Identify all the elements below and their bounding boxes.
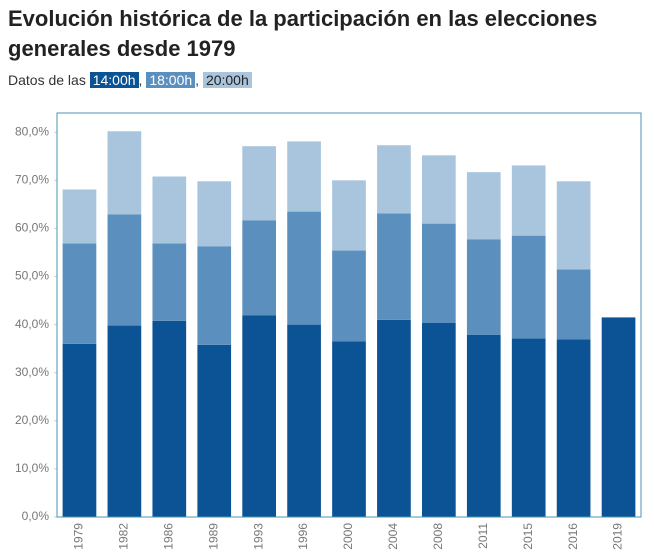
bar-segment: [62, 189, 97, 244]
bar-segment: [422, 155, 456, 224]
x-tick-label: 2000: [341, 523, 355, 550]
bar-segment: [466, 334, 501, 517]
bar-segment: [152, 243, 187, 321]
y-tick-label: 30,0%: [15, 365, 49, 379]
legend-entry: 20:00h: [202, 72, 252, 88]
x-tick-label: 2008: [431, 523, 445, 550]
y-tick-label: 40,0%: [15, 317, 49, 331]
bar-segment: [332, 341, 366, 517]
x-tick-label: 1993: [251, 523, 265, 550]
bar-segment: [242, 146, 276, 221]
subtitle-legend: Datos de las 14:00h, 18:00h, 20:00h: [8, 72, 252, 88]
bar-segment: [466, 172, 501, 240]
bar-segment: [511, 338, 546, 517]
x-tick-label: 2015: [521, 523, 535, 550]
bar-segment: [422, 223, 456, 323]
chart-title: Evolución histórica de la participación …: [8, 6, 598, 61]
legend-separator: ,: [138, 72, 143, 88]
bar-segment: [377, 319, 411, 517]
bar-segment: [242, 315, 276, 517]
legend-entry: 18:00h: [146, 72, 196, 88]
legend-entry: 14:00h: [89, 72, 139, 88]
bar-segment: [511, 235, 546, 339]
x-tick-label: 2011: [476, 523, 490, 549]
bar-segment: [556, 339, 591, 517]
x-tick-label: 1986: [161, 523, 175, 550]
bar-segment: [62, 343, 97, 517]
x-tick-label: 2016: [566, 523, 580, 550]
bar-segment: [197, 344, 232, 517]
legend-separator: ,: [195, 72, 200, 88]
plot-frame: [56, 112, 642, 518]
bar-segment: [107, 131, 142, 215]
x-tick-label: 2004: [386, 523, 400, 550]
bar-segment: [197, 181, 232, 247]
x-tick-label: 2019: [611, 523, 625, 550]
y-tick-label: 10,0%: [15, 461, 49, 475]
bar-segment: [152, 176, 187, 244]
bar-segment: [511, 165, 546, 236]
bar-segment: [377, 145, 411, 214]
bar-segment: [62, 243, 97, 344]
bar-segment: [332, 180, 366, 251]
bar-segment: [287, 141, 321, 212]
x-tick-label: 1996: [296, 523, 310, 550]
bar-segment: [152, 320, 187, 517]
bar-segment: [197, 246, 232, 345]
bar-segment: [466, 239, 501, 335]
bar-segment: [287, 211, 321, 325]
bar-segment: [556, 181, 591, 270]
legend: 14:00h, 18:00h, 20:00h: [89, 72, 252, 88]
y-tick-label: 80,0%: [15, 124, 49, 138]
y-tick-label: 70,0%: [15, 173, 49, 187]
bar-segment: [287, 324, 321, 517]
subtitle: Datos de las: [8, 72, 86, 88]
bar-segment: [332, 250, 366, 342]
bar-segment: [601, 317, 636, 517]
bar-segment: [107, 325, 142, 517]
bar-segment: [556, 269, 591, 340]
bar-segment: [377, 213, 411, 320]
x-tick-label: 1982: [117, 523, 131, 550]
bar-segment: [107, 214, 142, 326]
y-tick-label: 50,0%: [15, 269, 49, 283]
y-tick-label: 20,0%: [15, 413, 49, 427]
y-tick-label: 60,0%: [15, 221, 49, 235]
bar-segment: [422, 322, 456, 517]
bar-segment: [242, 220, 276, 316]
y-tick-label: 0,0%: [22, 509, 50, 523]
x-tick-label: 1979: [72, 523, 86, 550]
x-tick-label: 1989: [206, 523, 220, 550]
